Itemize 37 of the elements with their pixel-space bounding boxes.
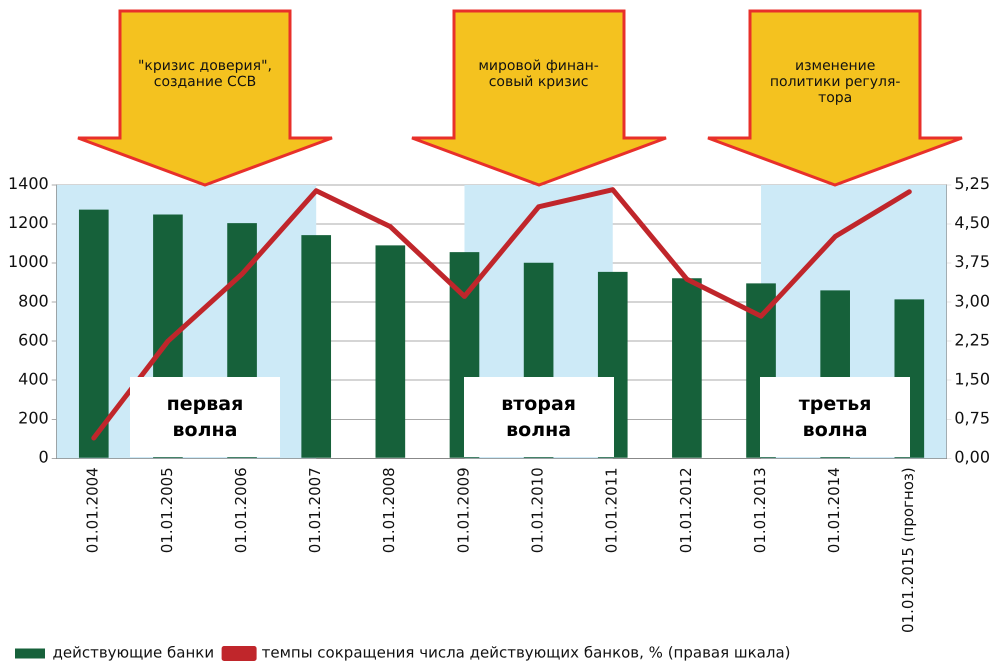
x-tick-label: 01.01.2005 [158, 467, 176, 554]
bar [376, 245, 406, 458]
y2-tick-label: 0,00 [954, 447, 990, 466]
x-tick-label: 01.01.2009 [454, 467, 472, 554]
y-tick-label: 600 [18, 330, 49, 350]
text: "кризис доверия", создание ССВ [136, 58, 273, 90]
bar [301, 235, 332, 458]
legend-label: действующие банки [52, 643, 214, 662]
y-tick-label: 1000 [8, 252, 49, 272]
y-tick-label: 1400 [8, 174, 49, 194]
x-tick-label: 01.01.2010 [528, 467, 547, 554]
x-tick-label: 01.01.2011 [602, 467, 621, 554]
y-tick-label: 800 [18, 291, 49, 310]
y-tick-label: 1200 [8, 213, 49, 232]
text: мировой финан- совый кризис [477, 58, 600, 90]
y-tick-label: 400 [18, 369, 49, 388]
legend-label: темпы сокращения числа действующих банков, % (правая шкала) [262, 643, 791, 662]
text: изменение политики регуля- тора [768, 58, 902, 106]
y-tick-label: 200 [18, 408, 49, 428]
x-tick-label: 01.01.2006 [232, 467, 250, 554]
y-tick-label: 0 [38, 447, 49, 466]
bar [78, 210, 109, 458]
y2-tick-label: 2,25 [954, 330, 990, 350]
y2-tick-label: 4,50 [954, 213, 990, 232]
y2-tick-label: 3,75 [954, 252, 990, 272]
y2-tick-label: 5,25 [954, 174, 990, 194]
y2-tick-label: 0,75 [954, 408, 990, 428]
x-tick-label: 01.01.2007 [306, 467, 324, 554]
x-tick-label: 01.01.2013 [750, 467, 769, 554]
x-tick-label: 01.01.2014 [825, 467, 844, 554]
x-tick-label: 01.01.2004 [84, 467, 102, 554]
bar [672, 278, 702, 458]
x-tick-label: 01.01.2008 [380, 467, 398, 554]
x-tick-label: 01.01.2012 [676, 467, 695, 554]
x-tick-label: 01.01.2015 (прогноз) [899, 467, 918, 633]
y2-tick-label: 1,50 [954, 369, 990, 388]
y2-tick-label: 3,00 [954, 291, 990, 310]
